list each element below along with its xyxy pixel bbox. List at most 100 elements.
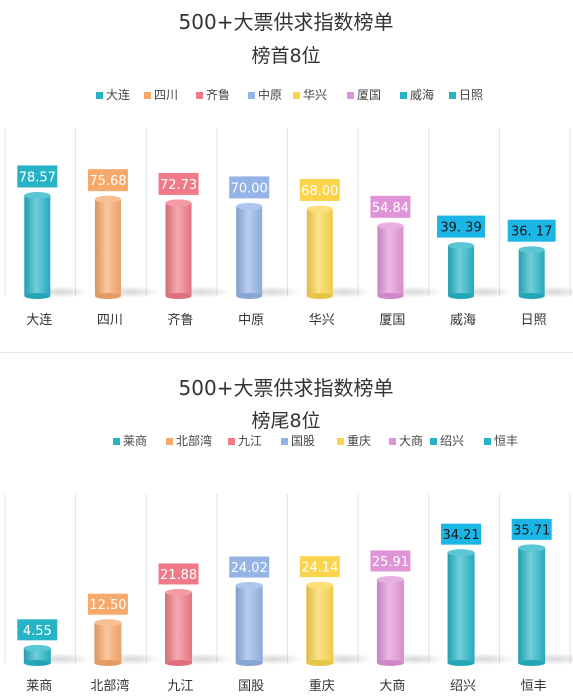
data-label-box: [229, 556, 270, 578]
legend-item[interactable]: 威海: [400, 87, 434, 102]
bar-base: [24, 293, 51, 299]
bottom-chart-panel: 500+大票供求指数榜单 榜尾8位 莱商 北部湾 九江 国股 重庆 大商 绍兴 恒丰 4.55 莱商 1…: [0, 362, 573, 696]
legend-label: 四川: [154, 88, 178, 102]
data-label-box: [370, 195, 411, 218]
data-label: 24.02: [231, 561, 268, 576]
top-chart-panel: 500+大票供求指数榜单 榜首8位 大连 四川 齐鲁 中原 华兴 厦国 威海 日照 78.57 大连 7…: [0, 0, 573, 340]
legend-item[interactable]: 北部湾: [166, 433, 212, 448]
bar-body: [518, 249, 545, 296]
legend-item[interactable]: 日照: [449, 88, 483, 102]
legend-item[interactable]: 大连: [96, 87, 130, 102]
legend-swatch: [337, 438, 344, 445]
legend-label: 绍兴: [440, 434, 464, 448]
bar-body: [23, 648, 51, 663]
bar[interactable]: 75.68: [87, 169, 160, 299]
category-label: 威海: [450, 313, 476, 328]
data-label-box: [441, 523, 482, 545]
category-label: 厦国: [379, 313, 405, 328]
bar-base: [518, 660, 546, 666]
data-label-box: [507, 219, 556, 242]
legend-item[interactable]: 九江: [228, 434, 262, 448]
legend-label: 重庆: [347, 434, 371, 448]
category-label: 中原: [238, 313, 264, 328]
legend-swatch: [400, 92, 407, 99]
data-label: 75.68: [89, 174, 126, 189]
bar-base: [236, 293, 263, 299]
bar[interactable]: 24.02: [229, 556, 304, 666]
category-label: 大商: [379, 679, 405, 694]
category-label: 绍兴: [450, 679, 476, 694]
legend-item[interactable]: 厦国: [347, 88, 381, 102]
legend-item[interactable]: 国股: [281, 434, 315, 448]
category-label: 齐鲁: [168, 312, 194, 328]
bar-cap: [236, 202, 263, 210]
panel-divider: [0, 352, 573, 353]
bar[interactable]: 36. 17: [507, 219, 573, 299]
legend-swatch: [281, 438, 288, 445]
category-label: 莱商: [26, 679, 52, 694]
legend-swatch: [113, 438, 120, 445]
bar[interactable]: 70.00: [229, 176, 302, 299]
legend-item[interactable]: 华兴: [293, 88, 327, 102]
legend-item[interactable]: 齐鲁: [196, 87, 230, 102]
category-label: 华兴: [309, 313, 335, 328]
data-label: 34.21: [442, 528, 479, 543]
bar-base: [518, 293, 545, 299]
data-label-box: [87, 169, 128, 192]
data-label: 21.88: [160, 568, 197, 583]
category-label: 日照: [521, 313, 547, 328]
data-label-box: [299, 178, 340, 201]
bar-body: [165, 202, 192, 296]
legend-item[interactable]: 绍兴: [430, 434, 464, 448]
bar-cap: [306, 581, 334, 589]
legend-swatch: [166, 438, 173, 445]
bar[interactable]: 68.00: [299, 178, 372, 299]
bar-body: [447, 552, 475, 663]
data-label: 78.57: [19, 170, 56, 185]
legend-swatch: [430, 438, 437, 445]
bar-base: [377, 293, 404, 299]
legend-label: 厦国: [357, 88, 381, 102]
bar[interactable]: 12.50: [87, 593, 162, 666]
legend-item[interactable]: 四川: [144, 88, 178, 102]
bar-cap: [94, 195, 121, 203]
bar[interactable]: 39. 39: [437, 215, 514, 299]
data-label-box: [437, 215, 486, 238]
bar[interactable]: 35.71: [511, 518, 573, 666]
legend-item[interactable]: 恒丰: [484, 434, 518, 448]
bar-cap: [165, 588, 193, 596]
bar[interactable]: 54.84: [370, 195, 443, 299]
bar-cap: [24, 191, 51, 199]
bar[interactable]: 78.57: [17, 165, 90, 299]
category-label: 四川: [97, 313, 123, 328]
bar-base: [165, 293, 192, 299]
legend-item[interactable]: 莱商: [113, 433, 147, 448]
bar-cap: [165, 199, 192, 207]
bar-base: [23, 660, 51, 666]
bar-cap: [447, 549, 475, 557]
bar-cap: [235, 582, 263, 590]
legend-item[interactable]: 重庆: [337, 434, 371, 448]
legend-label: 北部湾: [176, 433, 212, 448]
data-label: 36. 17: [511, 225, 552, 240]
bar[interactable]: 34.21: [441, 523, 516, 666]
bar-body: [376, 579, 404, 663]
legend-item[interactable]: 中原: [248, 87, 282, 102]
data-label: 25.91: [372, 555, 409, 570]
bar-base: [306, 293, 333, 299]
bar[interactable]: 25.91: [370, 550, 445, 666]
legend-label: 日照: [459, 88, 483, 102]
bar[interactable]: 21.88: [158, 563, 233, 666]
bar[interactable]: 72.73: [158, 172, 231, 299]
bar-body: [94, 199, 121, 296]
bar-body: [306, 208, 333, 296]
legend-item[interactable]: 大商: [389, 433, 423, 448]
legend-label: 大商: [399, 433, 423, 448]
legend-swatch: [248, 92, 255, 99]
data-label-box: [229, 176, 270, 199]
bar[interactable]: 4.55: [17, 619, 92, 666]
bar[interactable]: 24.14: [299, 556, 374, 666]
data-label: 35.71: [513, 523, 550, 538]
data-label-box: [158, 563, 199, 585]
